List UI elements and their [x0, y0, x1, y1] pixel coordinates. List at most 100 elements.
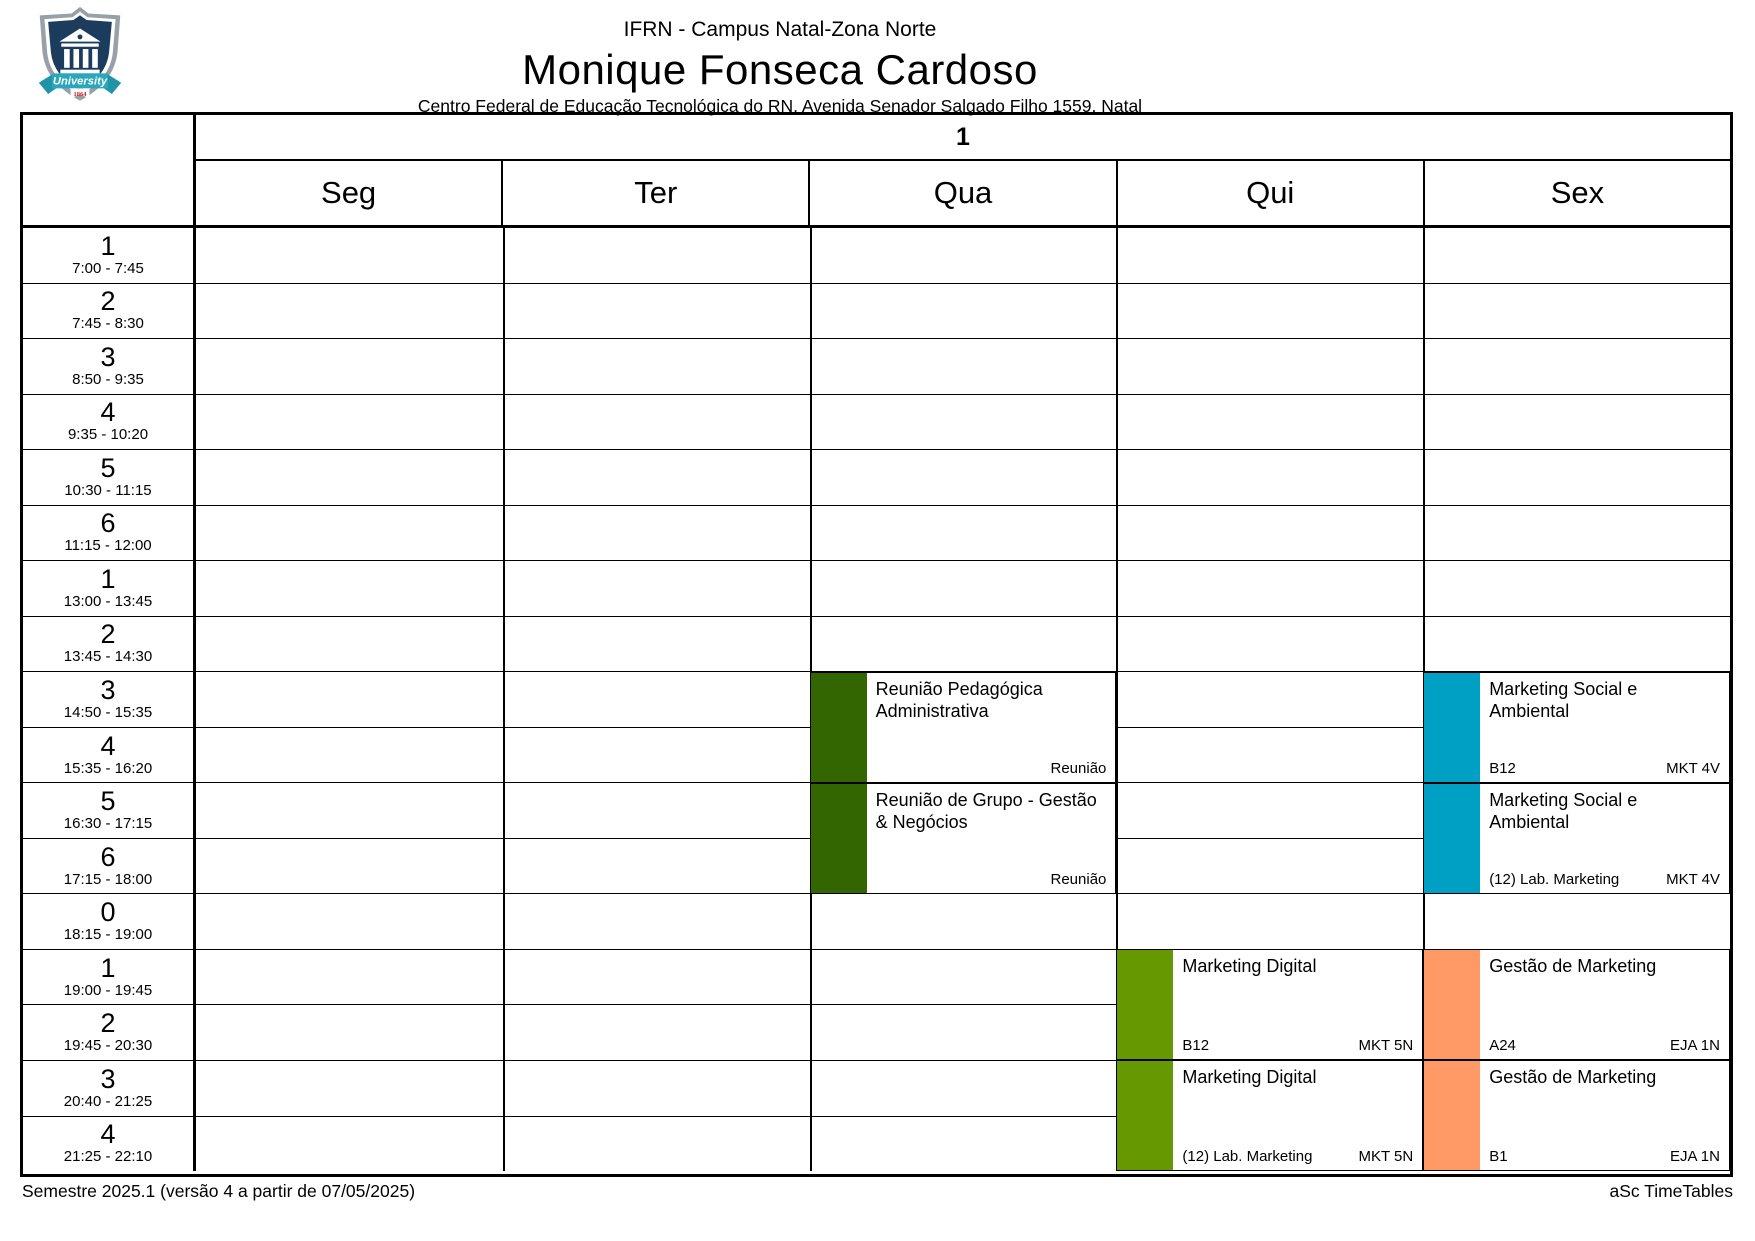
- time-slot: 6 11:15 - 12:00: [23, 506, 193, 562]
- event-class: EJA 1N: [1669, 1147, 1720, 1165]
- period-number: 6: [100, 508, 116, 539]
- event-class: MKT 4V: [1666, 870, 1720, 888]
- period-time: 19:00 - 19:45: [63, 981, 153, 999]
- event-color-bar: [1424, 672, 1481, 782]
- report-header: IFRN - Campus Natal-Zona Norte Monique F…: [0, 0, 1560, 117]
- schedule-grid: Reunião Pedagógica Administrativa Reuniã…: [196, 228, 1730, 1171]
- event-title: Marketing Digital: [1182, 956, 1317, 977]
- period-number: 2: [100, 619, 116, 650]
- event-title: Marketing Digital: [1182, 1067, 1317, 1088]
- period-time: 10:30 - 11:15: [64, 481, 152, 499]
- event-block-reuniao-pedagogica: Reunião Pedagógica Administrativa Reuniã…: [809, 671, 1117, 783]
- event-color-bar: [1424, 1061, 1481, 1170]
- time-slot: 3 8:50 - 9:35: [23, 339, 193, 395]
- time-slot: 5 16:30 - 17:15: [23, 783, 193, 839]
- event-class: Reunião: [1050, 759, 1107, 777]
- event-room: B12: [1182, 1037, 1210, 1055]
- event-block-reuniao-grupo: Reunião de Grupo - Gestão & Negócios Reu…: [809, 782, 1117, 894]
- event-block-mkt-digital-2: Marketing Digital (12) Lab. Marketing MK…: [1116, 1060, 1424, 1171]
- period-time: 8:50 - 9:35: [72, 370, 144, 388]
- logo-year: 1864: [73, 91, 87, 98]
- period-number: 1: [100, 952, 116, 983]
- period-time: 15:35 - 16:20: [63, 759, 153, 777]
- time-slot: 6 17:15 - 18:00: [23, 839, 193, 895]
- time-slot: 4 9:35 - 10:20: [23, 395, 193, 451]
- logo-banner-text: University: [53, 76, 108, 88]
- event-color-bar: [1117, 950, 1174, 1060]
- semester-version-label: Semestre 2025.1 (versão 4 a partir de 07…: [22, 1181, 416, 1201]
- event-color-bar: [1424, 950, 1481, 1060]
- event-class: Reunião: [1050, 870, 1107, 888]
- period-time: 14:50 - 15:35: [63, 704, 153, 722]
- event-class: MKT 4V: [1666, 759, 1720, 777]
- period-time: 19:45 - 20:30: [63, 1037, 153, 1055]
- period-time: 13:00 - 13:45: [63, 592, 153, 610]
- period-number: 5: [100, 452, 116, 483]
- column-divider: [502, 228, 505, 1171]
- university-logo-icon: University 1864: [38, 6, 122, 101]
- event-color-bar: [810, 672, 867, 782]
- day-header-qui: Qui: [1115, 161, 1423, 225]
- time-slot: 4 15:35 - 16:20: [23, 728, 193, 784]
- period-time: 7:45 - 8:30: [72, 315, 144, 333]
- event-title: Reunião Pedagógica Administrativa: [875, 678, 1043, 722]
- period-number: 2: [100, 1008, 116, 1039]
- time-slot: 1 7:00 - 7:45: [23, 228, 193, 284]
- time-slot: 5 10:30 - 11:15: [23, 450, 193, 506]
- period-number: 4: [100, 1119, 116, 1150]
- event-title: Marketing Social e Ambiental: [1489, 789, 1638, 833]
- time-slot: 0 18:15 - 19:00: [23, 894, 193, 950]
- event-color-bar: [810, 783, 867, 893]
- time-column: 1 7:00 - 7:45 2 7:45 - 8:30 3 8:50 - 9:35 4…: [23, 228, 196, 1171]
- period-number: 2: [100, 286, 116, 317]
- time-slot: 2 19:45 - 20:30: [23, 1005, 193, 1061]
- period-number: 1: [100, 230, 116, 261]
- time-slot: 4 21:25 - 22:10: [23, 1117, 193, 1172]
- period-number: 6: [100, 841, 116, 872]
- event-block-mkt-social-1: Marketing Social e Ambiental B12 MKT 4V: [1423, 671, 1730, 783]
- event-class: EJA 1N: [1669, 1037, 1720, 1055]
- event-color-bar: [1117, 1061, 1174, 1170]
- event-block-mkt-digital-1: Marketing Digital B12 MKT 5N: [1116, 949, 1424, 1061]
- asc-timetables-label: aSc TimeTables: [1609, 1181, 1733, 1201]
- period-number: 3: [100, 675, 116, 706]
- day-header-qua: Qua: [808, 161, 1115, 225]
- event-title: Marketing Social e Ambiental: [1489, 678, 1638, 722]
- teacher-name: Monique Fonseca Cardoso: [522, 46, 1038, 93]
- event-room: B12: [1489, 759, 1516, 777]
- period-time: 18:15 - 19:00: [63, 926, 153, 944]
- event-room: (12) Lab. Marketing: [1182, 1147, 1313, 1165]
- event-title: Gestão de Marketing: [1489, 956, 1657, 977]
- period-number: 3: [100, 341, 116, 372]
- time-slot: 2 7:45 - 8:30: [23, 284, 193, 340]
- institution-name: IFRN - Campus Natal-Zona Norte: [623, 18, 937, 41]
- time-slot: 2 13:45 - 14:30: [23, 617, 193, 673]
- period-time: 9:35 - 10:20: [67, 426, 149, 444]
- period-number: 0: [100, 897, 116, 928]
- event-class: MKT 5N: [1358, 1037, 1414, 1055]
- timetable-table: 1 Seg Ter Qua Qui Sex 1 7:00 - 7:45 2 7:45…: [20, 112, 1733, 1177]
- day-header-row: Seg Ter Qua Qui Sex: [196, 161, 1730, 225]
- period-time: 17:15 - 18:00: [63, 870, 153, 888]
- time-slot: 1 13:00 - 13:45: [23, 561, 193, 617]
- corner-cell: [23, 115, 196, 225]
- period-number: 4: [100, 397, 116, 428]
- period-time: 11:15 - 12:00: [64, 537, 152, 555]
- period-time: 13:45 - 14:30: [63, 648, 153, 666]
- period-number: 1: [100, 563, 116, 594]
- event-color-bar: [1424, 783, 1481, 893]
- period-time: 7:00 - 7:45: [72, 259, 144, 277]
- institution-address: Centro Federal de Educação Tecnológica d…: [417, 96, 1143, 116]
- event-title: Gestão de Marketing: [1489, 1067, 1657, 1088]
- group-header: 1: [196, 115, 1730, 161]
- period-number: 4: [100, 730, 116, 761]
- event-title: Reunião de Grupo - Gestão & Negócios: [875, 789, 1097, 833]
- column-divider: [1116, 228, 1119, 1171]
- event-block-mkt-social-2: Marketing Social e Ambiental (12) Lab. M…: [1423, 782, 1730, 894]
- day-header-ter: Ter: [501, 161, 808, 225]
- time-slot: 3 20:40 - 21:25: [23, 1061, 193, 1117]
- period-time: 16:30 - 17:15: [63, 815, 153, 833]
- table-header-band: 1 Seg Ter Qua Qui Sex: [23, 115, 1730, 228]
- event-class: MKT 5N: [1358, 1147, 1414, 1165]
